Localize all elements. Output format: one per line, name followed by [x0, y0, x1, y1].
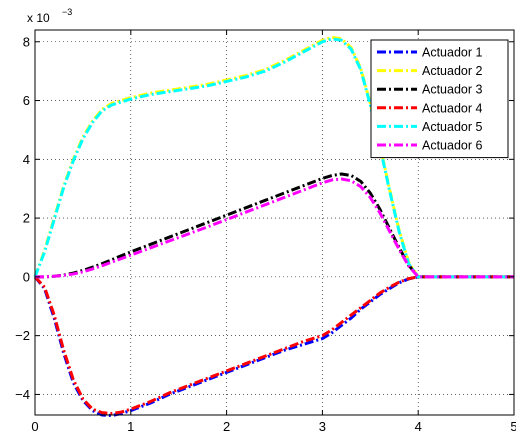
x-tick-label: 4: [415, 419, 422, 434]
y-tick-label: −4: [15, 387, 30, 402]
series-line-4: [33, 275, 514, 416]
series-line-5: [33, 37, 514, 279]
series-layer: [33, 35, 514, 418]
y-tick-label: 4: [23, 152, 30, 167]
x-tick-label: 3: [319, 419, 326, 434]
x-tick-label: 2: [223, 419, 230, 434]
y-tick-label: 8: [23, 34, 30, 49]
series-line-6: [35, 177, 514, 279]
tick-layer: 0 1 2 3 4 5 −4 −2 0 2 4 6 8: [15, 30, 516, 434]
legend-label: Actuador 6: [422, 139, 483, 153]
legend-label: Actuador 1: [422, 46, 483, 60]
x-tick-label: 5: [510, 419, 516, 434]
x-tick-label: 1: [127, 419, 134, 434]
series-line-1: [33, 275, 514, 418]
y-tick-label: 2: [23, 211, 30, 226]
legend-box: [370, 39, 509, 159]
legend-label: Actuador 5: [422, 120, 483, 134]
legend-label: Actuador 3: [422, 83, 483, 97]
y-scale-label: x 10: [27, 11, 50, 25]
legend: Actuador 1 Actuador 2 Actuador 3 Actuador 4…: [370, 39, 509, 159]
legend-label: Actuador 4: [422, 101, 483, 115]
y-tick-label: −2: [15, 328, 30, 343]
plot-area-frame: [34, 29, 515, 416]
y-tick-label: 0: [23, 269, 30, 284]
legend-label: Actuador 2: [422, 64, 483, 78]
x-tick-label: 0: [31, 419, 38, 434]
series-line-3: [35, 172, 514, 279]
y-scale-exponent: −3: [62, 7, 72, 17]
y-tick-label: 6: [23, 93, 30, 108]
